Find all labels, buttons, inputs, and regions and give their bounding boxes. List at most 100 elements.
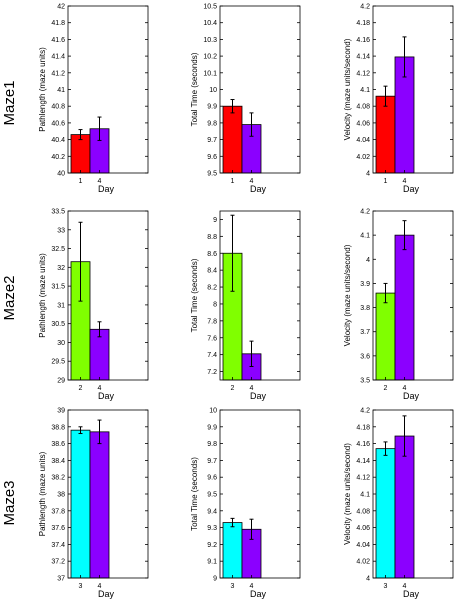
y-tick-label: 30 bbox=[57, 340, 65, 347]
y-tick-label: 9.5 bbox=[207, 492, 217, 499]
y-tick-label: 40 bbox=[57, 171, 65, 178]
chart-panel: 1 4 9.5 9.6 9.7 9.8 9.9 10 10.1 10.2 10.3 10.4 10.5 D… bbox=[190, 4, 301, 194]
x-axis-label: Day bbox=[98, 184, 115, 194]
x-axis-label: Day bbox=[98, 589, 115, 599]
y-tick-label: 9 bbox=[213, 217, 217, 224]
y-tick-label: 40.6 bbox=[51, 120, 65, 127]
x-tick-label: 2 bbox=[79, 385, 83, 392]
x-tick-label: 4 bbox=[403, 385, 407, 392]
y-tick-label: 7.4 bbox=[207, 352, 217, 359]
chart-panel: 3 4 9 9.1 9.2 9.3 9.4 9.5 9.6 9.7 9.8 9.9 10 Day Total… bbox=[190, 408, 301, 599]
y-axis-label: Pathlength (maze units) bbox=[38, 253, 47, 338]
y-tick-label: 41 bbox=[57, 87, 65, 94]
panels: 1 44040.240.440.640.84141.241.441.641.842… bbox=[38, 4, 454, 599]
y-tick-label: 9.1 bbox=[207, 559, 217, 566]
y-tick-label: 37.8 bbox=[51, 508, 65, 515]
y-tick-label: 10.5 bbox=[203, 4, 217, 11]
chart-panel: 1 4 4 4.02 4.04 4.06 4.08 4.1 4.12 4.14 4.16 4.18 4.… bbox=[343, 4, 454, 194]
y-tick-label: 9.7 bbox=[207, 458, 217, 465]
x-axis-label: Day bbox=[403, 184, 420, 194]
y-tick-label: 9.6 bbox=[207, 154, 217, 161]
y-tick-label: 40.2 bbox=[51, 154, 65, 161]
y-tick-label: 31.5 bbox=[51, 284, 65, 291]
y-tick-label: 4.04 bbox=[356, 542, 370, 549]
y-tick-label: 3.7 bbox=[360, 329, 370, 336]
y-tick-label: 32 bbox=[57, 265, 65, 272]
bar bbox=[89, 431, 110, 579]
x-axis-label: Day bbox=[403, 589, 420, 599]
x-tick-label: 3 bbox=[79, 583, 83, 590]
y-tick-label: 10 bbox=[209, 87, 217, 94]
bar bbox=[375, 448, 396, 579]
y-tick-label: 9.5 bbox=[207, 171, 217, 178]
y-axis-label: Velocity (maze units/second) bbox=[343, 244, 352, 346]
y-tick-label: 4.02 bbox=[356, 559, 370, 566]
y-tick-label: 4 bbox=[366, 257, 370, 264]
y-tick-label: 37 bbox=[57, 576, 65, 583]
y-tick-label: 9.6 bbox=[207, 475, 217, 482]
x-tick-label: 2 bbox=[231, 385, 235, 392]
y-tick-label: 4.2 bbox=[360, 408, 370, 415]
y-tick-label: 10.1 bbox=[203, 70, 217, 77]
y-axis-label: Velocity (maze units/second) bbox=[343, 443, 352, 545]
row-label-maze3: Maze3 bbox=[1, 480, 18, 525]
y-tick-label: 8.6 bbox=[207, 251, 217, 258]
y-tick-label: 7.2 bbox=[207, 369, 217, 376]
y-tick-label: 9.2 bbox=[207, 542, 217, 549]
y-tick-label: 4.14 bbox=[356, 458, 370, 465]
y-tick-label: 41.8 bbox=[51, 20, 65, 27]
chart-panel: 2 4 7.2 7.4 7.6 7.8 8 8.2 8.4 8.6 8.8 9 Day Total Tim… bbox=[190, 210, 301, 401]
y-axis-label: Pathlength (maze units) bbox=[38, 451, 47, 536]
x-axis-label: Day bbox=[98, 391, 115, 401]
x-tick-label: 1 bbox=[384, 178, 388, 185]
chart-panel: 2 4 3.5 3.6 3.7 3.8 3.9 4 4.1 4.2 Day Velocity (maz… bbox=[343, 209, 454, 401]
y-tick-label: 3.9 bbox=[360, 281, 370, 288]
y-tick-label: 4.04 bbox=[356, 137, 370, 144]
y-tick-label: 9.8 bbox=[207, 120, 217, 127]
bar bbox=[70, 134, 91, 174]
bar bbox=[222, 522, 243, 579]
y-tick-label: 41.2 bbox=[51, 70, 65, 77]
row-label-maze1: Maze1 bbox=[1, 80, 18, 125]
x-axis-label: Day bbox=[250, 391, 267, 401]
bar bbox=[375, 95, 396, 174]
y-tick-label: 9.9 bbox=[207, 424, 217, 431]
y-tick-label: 39 bbox=[57, 408, 65, 415]
y-tick-label: 40.4 bbox=[51, 137, 65, 144]
y-tick-label: 32.5 bbox=[51, 246, 65, 253]
y-tick-label: 4.1 bbox=[360, 233, 370, 240]
x-axis-label: Day bbox=[250, 589, 267, 599]
chart-panel: 3 4 37 37.2 37.4 37.6 37.8 38 38.2 38.4 38.6 38.8 39… bbox=[38, 408, 149, 599]
y-tick-label: 41.4 bbox=[51, 54, 65, 61]
y-tick-label: 3.8 bbox=[360, 305, 370, 312]
y-tick-label: 38.8 bbox=[51, 424, 65, 431]
y-tick-label: 30.5 bbox=[51, 321, 65, 328]
x-tick-label: 4 bbox=[403, 583, 407, 590]
row-labels: Maze1 Maze2 Maze3 bbox=[1, 80, 18, 525]
y-tick-label: 7.6 bbox=[207, 335, 217, 342]
x-tick-label: 1 bbox=[79, 178, 83, 185]
y-axis-label: Velocity (maze units/second) bbox=[343, 38, 352, 140]
y-tick-label: 38 bbox=[57, 492, 65, 499]
x-tick-label: 4 bbox=[98, 178, 102, 185]
y-tick-label: 10 bbox=[209, 408, 217, 415]
bar bbox=[394, 435, 415, 579]
y-tick-label: 4.1 bbox=[360, 87, 370, 94]
y-axis-label: Total Time (seconds) bbox=[190, 457, 199, 531]
y-tick-label: 9.3 bbox=[207, 525, 217, 532]
y-tick-label: 37.6 bbox=[51, 525, 65, 532]
y-tick-label: 4.16 bbox=[356, 441, 370, 448]
y-axis-label: Total Time (seconds) bbox=[190, 258, 199, 332]
bar bbox=[222, 105, 243, 174]
x-tick-label: 4 bbox=[250, 385, 254, 392]
y-tick-label: 38.6 bbox=[51, 441, 65, 448]
y-tick-label: 4.18 bbox=[356, 20, 370, 27]
y-tick-label: 3.6 bbox=[360, 353, 370, 360]
y-tick-label: 42 bbox=[57, 4, 65, 11]
y-tick-label: 40.8 bbox=[51, 104, 65, 111]
axes-frame bbox=[372, 210, 454, 381]
x-tick-label: 4 bbox=[250, 583, 254, 590]
y-tick-label: 8.4 bbox=[207, 268, 217, 275]
y-tick-label: 8 bbox=[213, 301, 217, 308]
